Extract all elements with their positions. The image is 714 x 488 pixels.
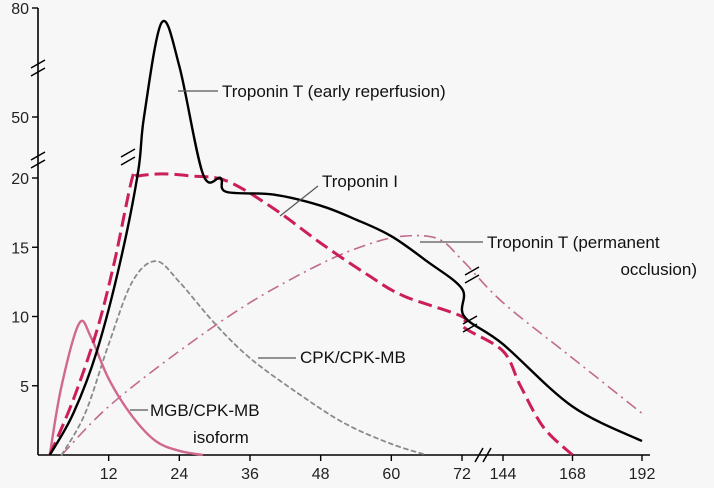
break-stroke (464, 266, 480, 276)
callout-leaders (130, 90, 483, 411)
break-mark (462, 315, 478, 333)
break-stroke (462, 323, 478, 333)
mgb-line (48, 319, 204, 457)
break-stroke (474, 447, 484, 463)
break-stroke (30, 159, 46, 169)
x-tick-label: 60 (382, 466, 400, 483)
axis-break-marks (30, 59, 492, 463)
break-stroke (462, 315, 478, 325)
x-tick-label: 12 (100, 466, 118, 483)
x-tick-label: 24 (170, 466, 188, 483)
callout-labels: Troponin T (early reperfusion) Troponin I… (150, 82, 697, 447)
y-tick-label: 80 (11, 1, 29, 18)
x-tick-label: 72 (453, 466, 471, 483)
troponin-t-early-line (48, 19, 643, 456)
x-tick-label: 192 (629, 466, 656, 483)
x-tick-label: 36 (241, 466, 259, 483)
cpk-label: CPK/CPK-MB (300, 348, 406, 367)
break-stroke (120, 156, 136, 166)
break-stroke (30, 151, 46, 161)
y-tick-label: 15 (11, 240, 29, 257)
break-stroke (30, 67, 46, 77)
x-tick-label: 144 (490, 466, 517, 483)
troponin-t-permanent-label: occlusion) (620, 260, 697, 279)
y-tick-label: 10 (11, 310, 29, 327)
troponin-t-early-label: Troponin T (early reperfusion) (222, 82, 446, 101)
break-stroke (120, 148, 136, 158)
x-tick-label: 168 (559, 466, 586, 483)
mgb-label: isoform (193, 428, 249, 447)
break-stroke (30, 59, 46, 69)
axes (37, 8, 650, 456)
break-mark (120, 148, 136, 166)
mgb-label: MGB/CPK-MB (150, 401, 260, 420)
y-tick-labels: 5 10 15 20 50 80 (11, 1, 38, 396)
y-tick-label: 20 (11, 171, 29, 188)
y-tick-label: 50 (11, 110, 29, 127)
troponin-t-permanent-label: Troponin T (permanent (487, 233, 660, 252)
series-lines (48, 19, 643, 457)
troponin-i-label: Troponin I (322, 172, 398, 191)
x-tick-label: 48 (312, 466, 330, 483)
troponin-t-permanent-line (61, 234, 643, 456)
cpk-line (60, 260, 428, 456)
break-stroke (482, 447, 492, 463)
x-tick-labels: 12 24 36 48 60 72 144 168 192 (100, 455, 656, 483)
troponin-i-line (48, 169, 574, 457)
break-mark (30, 151, 46, 169)
y-tick-label: 5 (20, 379, 29, 396)
break-mark (464, 266, 480, 284)
break-mark (474, 447, 492, 463)
break-stroke (464, 274, 480, 284)
break-mark (30, 59, 46, 77)
troponin-i-label-leader (279, 185, 319, 217)
